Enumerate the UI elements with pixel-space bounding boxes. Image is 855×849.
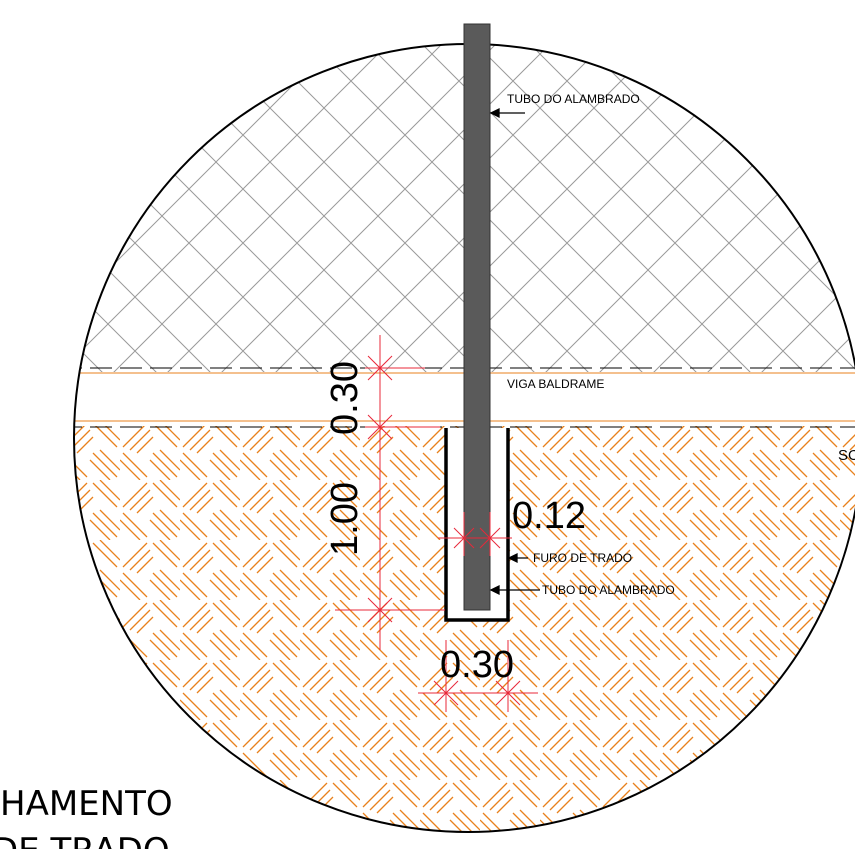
fence-pipe — [463, 23, 491, 611]
label-viga: VIGA BALDRAME — [507, 377, 604, 391]
fence-region — [74, 44, 855, 372]
title-line-1: HAMENTO — [0, 784, 173, 824]
label-tubo-top: TUBO DO ALAMBRADO — [507, 92, 640, 106]
auger-hole — [444, 428, 510, 622]
beam-band — [74, 372, 855, 426]
label-solo: SO — [838, 447, 855, 464]
title-line-2: DE TRADO — [0, 831, 170, 849]
dim-hole-width: 0.30 — [440, 644, 514, 686]
dim-hole-depth: 1.00 — [324, 482, 366, 556]
dimension-lines — [335, 335, 538, 712]
dim-beam-height: 0.30 — [324, 361, 366, 435]
leader-tubo-top — [489, 107, 525, 119]
dim-pipe-width: 0.12 — [512, 495, 586, 537]
label-furo: FURO DE TRADO — [533, 551, 632, 565]
leader-furo — [507, 552, 528, 564]
label-tubo-bottom: TUBO DO ALAMBRADO — [542, 583, 675, 597]
leader-tubo-bottom — [489, 584, 540, 596]
